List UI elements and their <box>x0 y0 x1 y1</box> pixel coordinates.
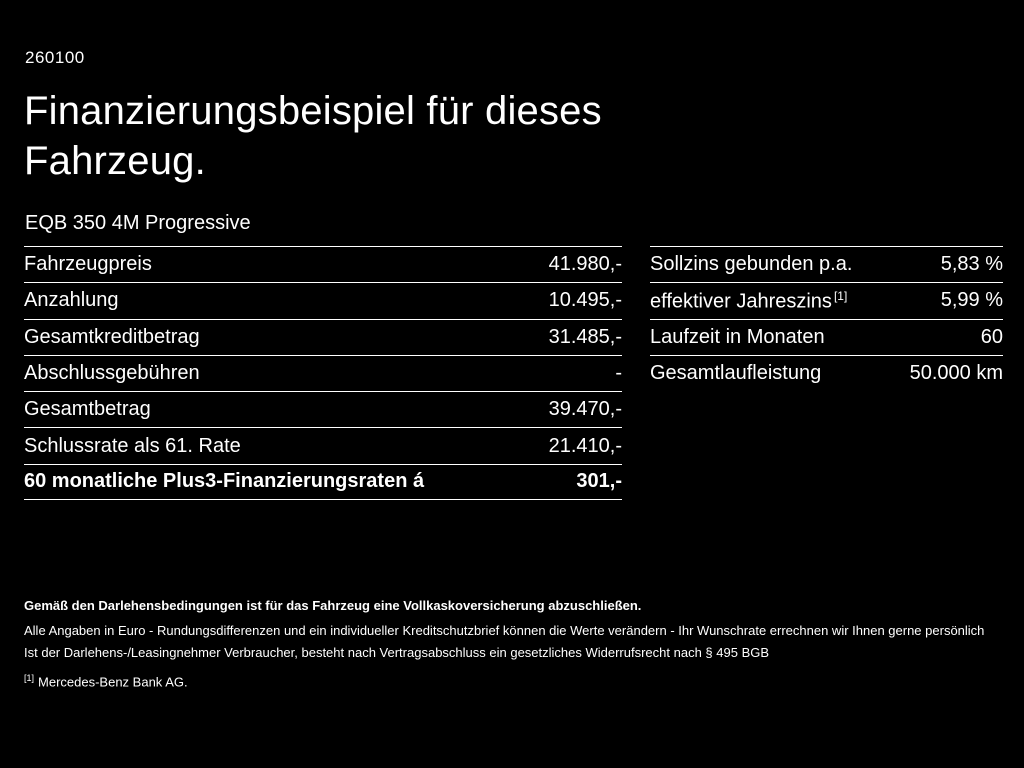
row-label: Abschlussgebühren <box>24 362 200 385</box>
table-row: Anzahlung 10.495,- <box>24 282 622 318</box>
row-value: 301,- <box>576 470 622 493</box>
insurance-requirement-note: Gemäß den Darlehensbedingungen ist für d… <box>24 598 642 613</box>
disclaimer-line-1: Alle Angaben in Euro - Rundungsdifferenz… <box>24 623 985 638</box>
financing-conditions-table: Sollzins gebunden p.a. 5,83 % effektiver… <box>650 246 1003 391</box>
row-value: 31.485,- <box>548 325 622 348</box>
row-value: 10.495,- <box>548 289 622 312</box>
footnote-bank: [1] Mercedes-Benz Bank AG. <box>24 670 1000 690</box>
table-row: Laufzeit in Monaten 60 <box>650 318 1003 355</box>
table-row: Gesamtkreditbetrag 31.485,- <box>24 318 622 355</box>
row-label: Gesamtbetrag <box>24 398 151 421</box>
table-row: Gesamtlaufleistung 50.000 km <box>650 354 1003 391</box>
footnote-text: Mercedes-Benz Bank AG. <box>38 674 188 690</box>
financing-details-table: Fahrzeugpreis 41.980,- Anzahlung 10.495,… <box>24 246 622 501</box>
table-row: Schlussrate als 61. Rate 21.410,- <box>24 427 622 463</box>
row-label: Gesamtkreditbetrag <box>24 325 200 348</box>
row-label: Anzahlung <box>24 289 119 312</box>
row-label: Gesamtlaufleistung <box>650 362 822 385</box>
page-title: Finanzierungsbeispiel für dieses Fahrzeu… <box>24 86 602 186</box>
table-row: Sollzins gebunden p.a. 5,83 % <box>650 246 1003 282</box>
row-value: 5,99 % <box>940 289 1003 312</box>
page-title-line1: Finanzierungsbeispiel für dieses <box>24 89 602 133</box>
row-label: Schlussrate als 61. Rate <box>24 434 241 457</box>
footnote-marker-sup: [1] <box>833 288 848 303</box>
row-label: Laufzeit in Monaten <box>650 325 825 348</box>
footnote-marker: [1] <box>24 673 35 683</box>
legal-footer: Gemäß den Darlehensbedingungen ist für d… <box>24 598 1000 690</box>
row-label: Sollzins gebunden p.a. <box>650 253 853 276</box>
disclaimer-line-2: Ist der Darlehens-/Leasingnehmer Verbrau… <box>24 645 770 660</box>
row-value: 60 <box>980 325 1003 348</box>
table-row: effektiver Jahreszins [1] 5,99 % <box>650 282 1003 318</box>
table-row: Gesamtbetrag 39.470,- <box>24 391 622 427</box>
row-value: 21.410,- <box>548 434 622 457</box>
row-value: 39.470,- <box>548 398 622 421</box>
financing-tables: Fahrzeugpreis 41.980,- Anzahlung 10.495,… <box>24 246 1003 501</box>
table-row: Fahrzeugpreis 41.980,- <box>24 246 622 282</box>
row-label: 60 monatliche Plus3-Finanzierungsraten á <box>24 470 425 493</box>
vehicle-model-subtitle: EQB 350 4M Progressive <box>25 212 251 234</box>
page-title-line2: Fahrzeug. <box>24 139 206 183</box>
row-value: - <box>615 362 622 385</box>
table-row-monthly-rate: 60 monatliche Plus3-Finanzierungsraten á… <box>24 463 622 501</box>
row-label: Fahrzeugpreis <box>24 253 152 276</box>
table-row: Abschlussgebühren - <box>24 354 622 391</box>
row-label: effektiver Jahreszins [1] <box>650 288 848 313</box>
row-value: 5,83 % <box>940 253 1003 276</box>
row-value: 50.000 km <box>909 362 1003 385</box>
row-value: 41.980,- <box>548 253 622 276</box>
page-code: 260100 <box>25 48 85 67</box>
